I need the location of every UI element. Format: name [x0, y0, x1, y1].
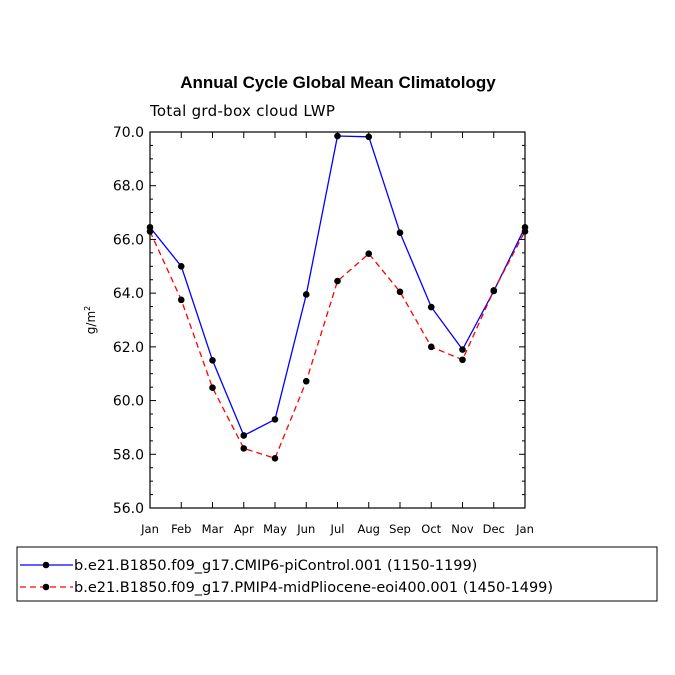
x-tick-label: Feb [171, 522, 191, 536]
series-1-point [302, 291, 310, 298]
y-axis-label: g/m2 [83, 306, 98, 334]
x-tick-label: Jan [140, 522, 159, 536]
legend-label: b.e21.B1850.f09_g17.CMIP6-piControl.001 … [74, 558, 477, 574]
series-2-point [490, 287, 498, 294]
series-2-point [334, 277, 341, 285]
chart-title: Annual Cycle Global Mean Climatology [180, 73, 496, 92]
series-1-point [459, 346, 466, 353]
y-tick-label: 68.0 [113, 179, 144, 195]
series-line-1 [149, 135, 526, 437]
series-1-point [209, 356, 216, 364]
legend-marker [42, 583, 50, 591]
series-2-point [365, 250, 373, 257]
series-2-point [209, 384, 216, 391]
x-tick-label: Jan [515, 522, 534, 536]
y-axis-label-unit: g/m [84, 311, 98, 334]
y-tick-label: 60.0 [113, 394, 144, 410]
series-2-point [240, 445, 248, 452]
series-1-point [240, 432, 248, 439]
legend-item-1: b.e21.B1850.f09_g17.CMIP6-piControl.001 … [20, 558, 477, 574]
series-1-point [271, 416, 279, 423]
series-line-2 [149, 231, 526, 460]
legend-label: b.e21.B1850.f09_g17.PMIP4-midPliocene-eo… [74, 580, 553, 596]
x-tick-label: Dec [483, 522, 505, 536]
series-2-point [459, 356, 466, 364]
legend-box [16, 546, 658, 602]
x-tick-label: Jun [296, 522, 315, 536]
x-tick-label: Jul [330, 522, 345, 536]
series-1-point [177, 262, 185, 270]
legend-marker [42, 561, 50, 569]
legend-item-2: b.e21.B1850.f09_g17.PMIP4-midPliocene-eo… [20, 580, 553, 596]
series-2-point [302, 377, 310, 385]
x-tick-label: Oct [421, 522, 441, 536]
y-tick-label: 56.0 [113, 501, 144, 517]
y-tick-label: 66.0 [113, 232, 144, 248]
x-tick-label: Sep [389, 522, 411, 536]
series-2 [146, 228, 529, 462]
x-tick-label: Mar [202, 522, 224, 536]
y-tick-label: 64.0 [113, 286, 144, 302]
chart-subtitle: Total grd-box cloud LWP [149, 102, 335, 120]
series-1 [146, 132, 529, 439]
series-1-point [396, 229, 404, 237]
series-2-point [271, 455, 279, 462]
legend: b.e21.B1850.f09_g17.CMIP6-piControl.001 … [16, 546, 658, 602]
x-tick-label: May [263, 522, 287, 536]
series-2-point [177, 296, 185, 304]
y-tick-label: 62.0 [113, 340, 144, 356]
series-2-point [396, 288, 404, 296]
x-tick-label: Aug [358, 522, 380, 536]
plot-frame [149, 131, 526, 509]
y-axis-label-exponent: 2 [83, 306, 92, 311]
x-tick-label: Apr [234, 522, 254, 536]
y-tick-label: 70.0 [113, 125, 144, 141]
y-tick-label: 58.0 [113, 447, 144, 463]
x-tick-label: Nov [451, 522, 474, 536]
series-2-point [427, 343, 435, 351]
series-1-point [427, 303, 435, 311]
